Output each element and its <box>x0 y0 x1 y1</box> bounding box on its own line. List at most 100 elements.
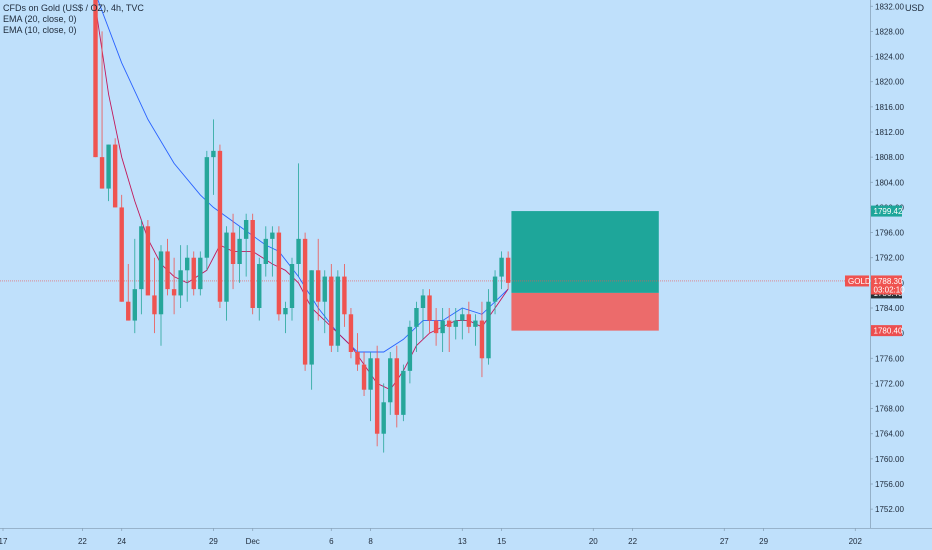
candle-body <box>191 257 196 290</box>
candle <box>368 352 373 422</box>
candle <box>230 213 236 290</box>
candle <box>427 289 432 334</box>
y-tick-label: 1824.00 <box>875 53 904 62</box>
symbol-title[interactable]: CFDs on Gold (US$ / OZ), 4h, TVC <box>3 3 144 13</box>
candle-body <box>368 358 373 390</box>
y-tick-label: 1752.00 <box>875 505 904 514</box>
candle <box>204 150 210 271</box>
candle-body <box>394 358 399 415</box>
y-tick-label: 1768.00 <box>875 405 904 414</box>
candle <box>112 138 118 208</box>
candle-body <box>499 257 504 277</box>
gold-tag-bg <box>845 275 869 287</box>
ema20-legend[interactable]: EMA (20, close, 0) <box>3 14 77 24</box>
candle <box>296 163 301 277</box>
candle-body <box>289 264 295 308</box>
candle-body <box>119 207 124 302</box>
candle-body <box>211 150 216 158</box>
candle <box>158 245 164 346</box>
candle-body <box>224 232 229 302</box>
candle <box>479 301 485 378</box>
candle <box>243 213 249 277</box>
candle <box>99 31 105 189</box>
y-tick-label: 1820.00 <box>875 78 904 87</box>
price-label-bg <box>871 325 902 337</box>
candle <box>132 238 137 334</box>
candle <box>106 144 111 202</box>
candle <box>440 308 445 352</box>
candle <box>191 251 196 296</box>
y-tick-label: 1804.00 <box>875 178 904 187</box>
y-tick-label: 1828.00 <box>875 27 904 36</box>
candle-body <box>420 295 426 308</box>
candle <box>152 257 157 334</box>
candle-body <box>126 301 131 321</box>
candle-body <box>145 226 151 296</box>
x-tick-label: 27 <box>720 537 729 546</box>
x-tick-label: 15 <box>497 537 506 546</box>
candle <box>119 194 124 302</box>
candle <box>381 383 386 453</box>
x-tick-label: 8 <box>368 537 373 546</box>
y-tick-label: 1796.00 <box>875 229 904 238</box>
y-tick-label: 1792.00 <box>875 254 904 263</box>
y-tick-label: 1756.00 <box>875 480 904 489</box>
candle-body <box>185 257 190 271</box>
candle <box>237 226 242 283</box>
candle-body <box>466 314 472 327</box>
chart-legend: CFDs on Gold (US$ / OZ), 4h, TVC EMA (20… <box>3 3 144 36</box>
candle-body <box>132 289 137 321</box>
candle <box>492 270 498 315</box>
candle <box>414 301 419 352</box>
candle-body <box>381 402 386 434</box>
ema10-legend[interactable]: EMA (10, close, 0) <box>3 25 77 35</box>
candle <box>460 308 465 340</box>
candle-body <box>479 320 485 359</box>
candle <box>407 320 413 384</box>
stop-zone <box>511 292 659 331</box>
candle <box>348 308 354 359</box>
candle <box>224 226 229 321</box>
candle <box>433 308 439 346</box>
candle-body <box>427 295 432 321</box>
candle-body <box>335 276 341 346</box>
candle-body <box>460 314 465 321</box>
currency-label[interactable]: USD <box>905 3 925 13</box>
candle-body <box>106 144 111 189</box>
candle-body <box>505 257 511 283</box>
candle-body <box>178 270 183 296</box>
candle <box>473 314 478 346</box>
x-tick-label: 22 <box>628 537 637 546</box>
candle <box>93 0 98 158</box>
candle <box>139 220 144 315</box>
ema20-line <box>97 0 509 353</box>
candle-body <box>237 238 242 264</box>
candle <box>342 264 347 327</box>
y-tick-label: 1772.00 <box>875 379 904 388</box>
candle <box>335 270 341 352</box>
y-tick-label: 1816.00 <box>875 103 904 112</box>
current-price-label: 1788.30 <box>874 277 903 286</box>
candle <box>355 333 360 371</box>
candle-body <box>112 144 118 208</box>
candle <box>178 245 183 308</box>
candle <box>302 232 308 371</box>
candle <box>309 270 314 390</box>
candle-body <box>440 320 445 334</box>
candle-body <box>374 358 380 434</box>
x-tick-label: 20 <box>589 537 598 546</box>
y-tick-label: 1776.00 <box>875 354 904 363</box>
candle <box>447 308 452 352</box>
gold-tag: GOLD <box>848 277 871 286</box>
candle-body <box>342 276 347 315</box>
candle-body <box>152 295 157 315</box>
candle-body <box>447 320 452 327</box>
candle <box>171 257 177 315</box>
candle <box>394 345 399 428</box>
x-tick-label: 22 <box>78 537 87 546</box>
candle-body <box>276 232 282 315</box>
candle-body <box>329 276 334 346</box>
candle <box>486 289 491 365</box>
